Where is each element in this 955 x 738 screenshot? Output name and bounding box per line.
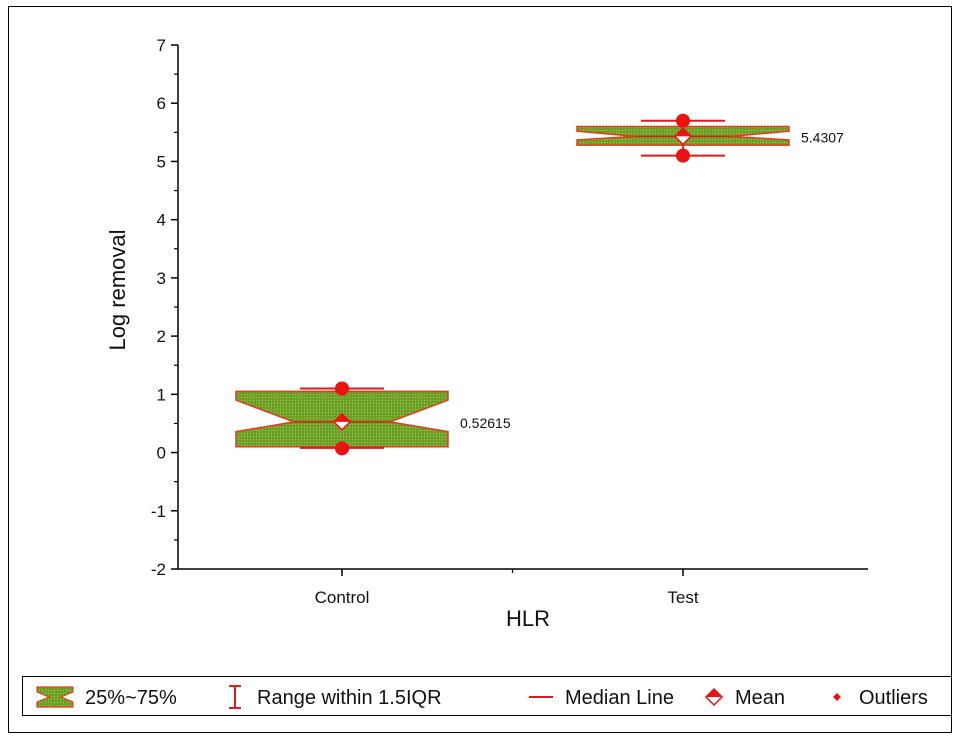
mean-marker-fill: [675, 128, 691, 137]
box-control: 0.52615: [235, 381, 511, 456]
y-tick-label: -1: [151, 502, 166, 521]
box-test: 5.4307: [576, 113, 844, 163]
legend-label: 25%~75%: [85, 687, 177, 709]
x-axis-label: HLR: [506, 606, 550, 631]
y-tick-label: 0: [157, 444, 166, 463]
y-tick-label: 7: [157, 36, 166, 55]
y-tick-label: 3: [157, 269, 166, 288]
y-tick-label: 2: [157, 327, 166, 346]
x-tick-label: Test: [667, 588, 698, 607]
outlier-point: [676, 113, 690, 128]
y-axis-label: Log removal: [105, 229, 130, 350]
legend-outlier-symbol: [833, 693, 841, 701]
axes: -2 -1 0 1 2 3 4 5 6 7 Control Test: [151, 36, 868, 607]
legend-box-symbol: [36, 686, 74, 708]
y-tick-label: 6: [157, 94, 166, 113]
legend-item-whisker: Range within 1.5IQR: [229, 685, 442, 709]
y-tick-label: 1: [157, 385, 166, 404]
legend: 25%~75% Range within 1.5IQR Median Line Mea…: [22, 676, 952, 716]
legend-svg: 25%~75% Range within 1.5IQR Median Line Mea…: [36, 685, 928, 709]
x-tick-label: Control: [315, 588, 370, 607]
legend-label: Outliers: [859, 687, 928, 709]
outlier-point: [335, 441, 349, 456]
y-tick-label: 5: [157, 152, 166, 171]
legend-item-outlier: Outliers: [833, 687, 928, 709]
y-tick-label: 4: [157, 211, 166, 230]
median-value-label: 0.52615: [460, 415, 511, 431]
y-tick-label: -2: [151, 560, 166, 579]
legend-label: Mean: [735, 687, 785, 709]
legend-item-box: 25%~75%: [36, 686, 177, 709]
outlier-point: [676, 148, 690, 163]
legend-mean-symbol-fill: [706, 689, 722, 697]
legend-item-line: Median Line: [529, 687, 674, 709]
outlier-point: [335, 381, 349, 396]
legend-label: Range within 1.5IQR: [257, 687, 442, 709]
legend-label: Median Line: [565, 687, 674, 709]
mean-marker-fill: [334, 413, 350, 422]
boxes: 0.52615 5.4307: [235, 113, 844, 456]
figure-frame: [8, 6, 952, 733]
legend-item-mean: Mean: [704, 687, 785, 709]
median-value-label: 5.4307: [801, 129, 844, 145]
